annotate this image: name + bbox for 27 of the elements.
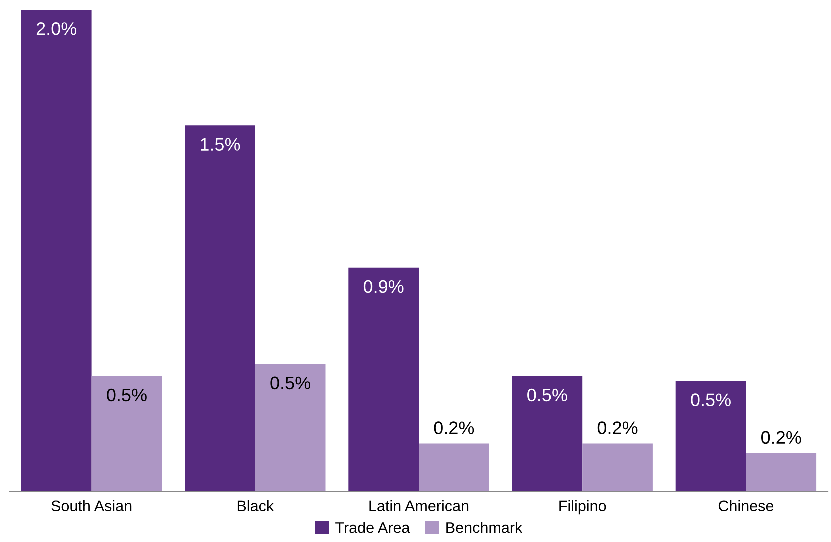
data-label: 2.0% — [36, 22, 77, 36]
bar — [676, 381, 746, 492]
x-tick-label: Black — [238, 500, 274, 512]
legend-label: Benchmark — [446, 522, 523, 534]
data-label: 0.5% — [691, 394, 731, 406]
data-label: 0.5% — [528, 388, 568, 402]
data-label: 1.5% — [201, 138, 240, 151]
bar — [582, 444, 653, 492]
data-label: 0.9% — [364, 280, 404, 294]
data-label: 0.5% — [270, 376, 311, 390]
data-label: 0.2% — [434, 422, 474, 434]
x-tick-label: Filipino — [560, 500, 606, 515]
bar — [21, 10, 92, 492]
bar — [512, 376, 583, 492]
x-tick-label: South Asian — [52, 500, 132, 512]
data-label: 0.2% — [598, 422, 638, 434]
bar — [746, 453, 817, 492]
bar — [92, 376, 162, 492]
bar — [348, 268, 419, 492]
legend-label: Trade Area — [336, 522, 410, 534]
data-label: 0.5% — [107, 388, 147, 402]
bar — [185, 126, 256, 492]
bar — [419, 444, 490, 492]
x-tick-label: Chinese — [718, 500, 774, 512]
x-tick-label: Latin American — [370, 500, 469, 512]
data-label: 0.2% — [762, 431, 802, 444]
bar — [255, 364, 326, 492]
